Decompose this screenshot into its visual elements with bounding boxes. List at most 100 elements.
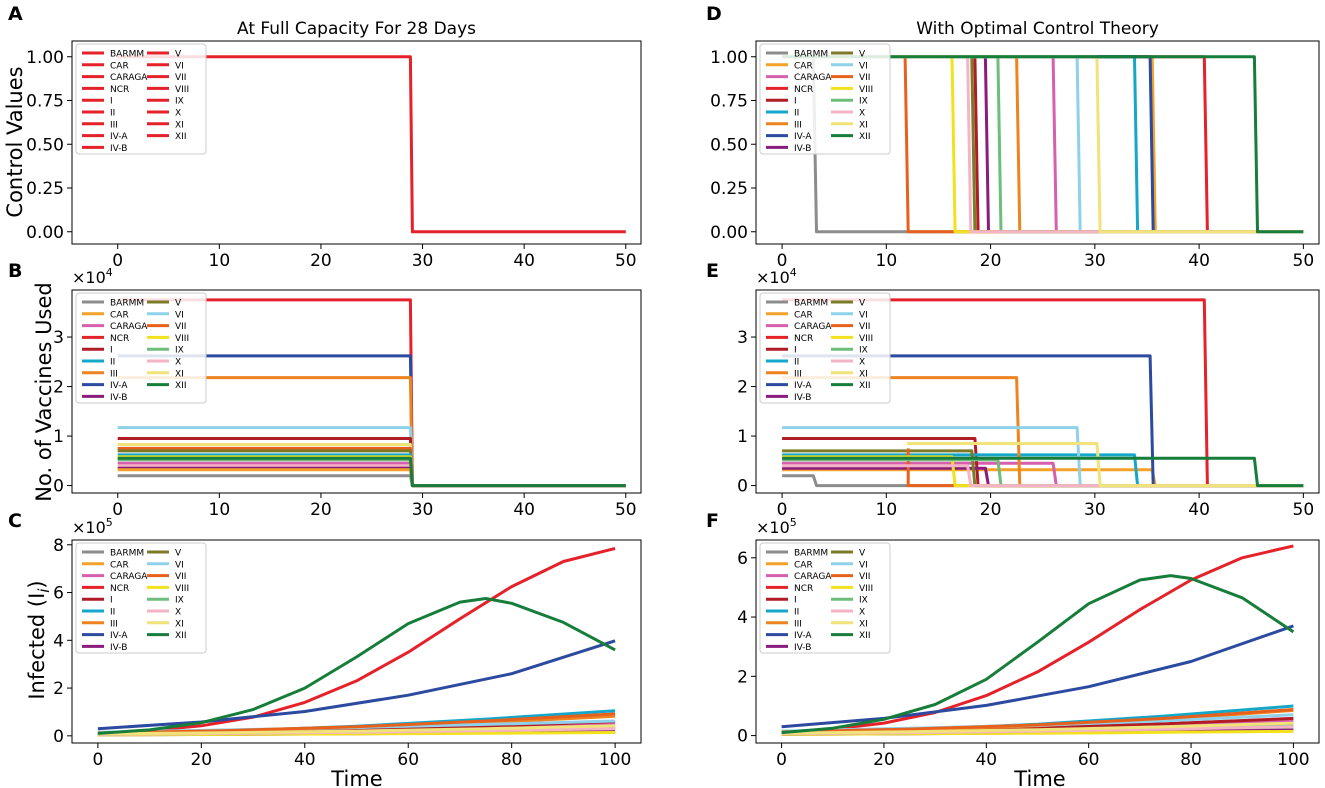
y-tick-label: 0.00 [710,223,748,243]
y-tick-label: 6 [53,584,64,604]
legend-label: IV-B [794,393,811,403]
legend-label: VIII [859,584,873,594]
y-tick-label: 2 [53,679,64,699]
x-tick-label: 60 [397,750,419,770]
legend-label: CAR [110,61,129,71]
y-tick-label: 0 [53,477,64,497]
legend-e: BARMMCARCARAGANCRIIIIIIIV-AIV-BVVIVIIVII… [759,292,891,404]
axes-frame-a [71,40,642,245]
legend-label: CAR [110,310,129,320]
legend-label: II [110,109,115,119]
legend-label: VI [175,310,184,320]
series-line-vii [781,708,1294,734]
x-tick-label: 30 [412,500,434,520]
y-tick-label: 3 [737,328,748,348]
x-tick-label: 50 [615,251,637,271]
legend-label: X [859,608,865,618]
legend-label: NCR [794,85,813,95]
legend-label: IX [175,346,184,356]
legend-label: CAR [794,310,813,320]
legend-label: XII [175,132,186,142]
series-line-xii [782,456,1304,488]
x-tick-label: 40 [294,750,316,770]
legend-label: V [859,50,866,60]
series-line-xi [781,721,1294,735]
y-tick-label: 1.00 [26,48,64,68]
x-tick-label: 80 [501,750,523,770]
series-group-b [117,298,626,488]
legend-label: VII [859,73,870,83]
legend-label: XI [175,369,184,379]
legend-label: I [794,97,797,107]
multiplier-base: ×10 [756,518,790,537]
legend-label: I [110,346,113,356]
x-tick-label: 0 [112,251,123,271]
y-tick-label: 3 [53,328,64,348]
legend-label: CARAGA [110,572,148,582]
y-label-control: Control Values [3,66,27,217]
multiplier-exponent: 5 [790,516,797,529]
multiplier-f: ×105 [756,516,797,537]
x-tick-label: 0 [776,750,787,770]
legend-label: VIII [859,85,873,95]
series-group-c [97,546,616,737]
x-tick-label: 40 [975,750,997,770]
series-line-all-regions [117,55,626,234]
x-tick-label: 30 [1084,500,1106,520]
legend-label: III [110,120,118,130]
x-tick-label: 50 [1293,251,1315,271]
legend-label: X [859,358,865,368]
x-tick-label: 30 [1084,251,1106,271]
legend-label: IV-B [794,643,811,653]
legend-label: IV-B [110,393,127,403]
legend-label: III [110,619,118,629]
x-tick-label: 0 [112,500,123,520]
legend-label: XII [859,631,870,641]
legend-label: XI [859,369,868,379]
x-tick-label: 0 [92,750,103,770]
series-line-xii [97,597,616,735]
legend-label: VI [175,560,184,570]
legend-label: IX [859,97,868,107]
y-label-infected-close: ) [25,580,49,588]
series-group-e [782,298,1304,488]
panel-letter-d: D [706,3,722,25]
axes-frame-f [755,539,1320,744]
legend-label: BARMM [794,299,828,309]
legend-label: CARAGA [794,572,832,582]
legend-label: II [110,608,115,618]
x-tick-label: 80 [1180,750,1202,770]
y-label-infected-text: Infected (I [25,593,49,700]
axes-frame-d [755,40,1320,245]
legend-label: VI [859,310,868,320]
legend-label: NCR [110,334,129,344]
legend-label: XII [175,381,186,391]
series-line-car [117,468,626,488]
legend-label: IV-A [794,631,812,641]
legend-label: II [794,358,799,368]
legend-label: NCR [110,85,129,95]
legend-label: VII [175,322,186,332]
y-tick-label: 1 [737,427,748,447]
legend-label: VIII [175,85,189,95]
legend-label: III [794,369,802,379]
x-tick-label: 50 [1293,500,1315,520]
y-tick-label: 0 [737,727,748,747]
legend-box [75,542,207,654]
x-tick-label: 10 [876,251,898,271]
legend-label: X [175,109,181,119]
series-group-a [117,55,626,234]
y-tick-label: 2 [53,378,64,398]
legend-label: IX [859,346,868,356]
legend-box [759,43,891,155]
y-label-vaccines: No. of Vaccines Used [32,282,56,501]
series-line-iv-a [781,624,1294,729]
legend-label: CARAGA [794,322,832,332]
x-tick-label: 40 [1188,500,1210,520]
legend-label: X [859,109,865,119]
panel-letter-e: E [706,260,719,282]
y-tick-label: 4 [53,631,64,651]
y-tick-label: 1 [53,427,64,447]
legend-label: V [859,549,866,559]
